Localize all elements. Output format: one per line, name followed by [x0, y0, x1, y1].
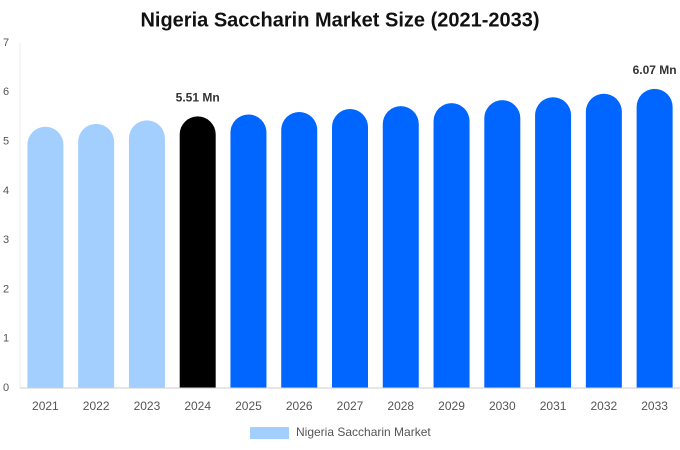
x-tick-label: 2027: [337, 399, 364, 413]
y-tick-label: 0: [3, 382, 9, 394]
y-tick-label: 7: [3, 37, 9, 49]
bar: [179, 116, 216, 388]
x-tick-label: 2023: [134, 399, 161, 413]
bar: [128, 120, 165, 388]
value-label: 5.51 Mn: [176, 91, 220, 105]
bar: [484, 100, 521, 389]
x-tick-label: 2022: [83, 399, 110, 413]
chart-title: Nigeria Saccharin Market Size (2021-2033…: [140, 9, 539, 31]
x-tick-label: 2028: [387, 399, 414, 413]
y-tick-label: 1: [3, 333, 9, 345]
bar: [535, 97, 572, 388]
bar: [78, 123, 115, 389]
y-tick-label: 6: [3, 86, 9, 98]
x-tick-label: 2025: [235, 399, 262, 413]
bar: [433, 103, 470, 388]
bar: [636, 88, 673, 388]
y-tick-label: 3: [3, 234, 9, 246]
x-tick-label: 2021: [32, 399, 59, 413]
x-tick-label: 2033: [641, 399, 668, 413]
bar: [332, 109, 368, 389]
legend-swatch: [250, 427, 289, 439]
y-tick-label: 5: [3, 135, 9, 147]
x-tick-label: 2031: [540, 399, 567, 413]
bar: [230, 114, 267, 389]
bar: [382, 106, 419, 388]
legend-label: Nigeria Saccharin Market: [296, 425, 431, 439]
x-tick-label: 2029: [438, 399, 465, 413]
bar: [27, 126, 64, 388]
bar: [585, 93, 622, 388]
x-tick-label: 2024: [184, 399, 211, 413]
x-tick-label: 2030: [489, 399, 516, 413]
y-tick-label: 2: [3, 283, 9, 295]
x-tick-label: 2032: [590, 399, 617, 413]
x-tick-label: 2026: [286, 399, 313, 413]
y-tick-label: 4: [3, 185, 9, 197]
bar: [281, 112, 318, 388]
value-label: 6.07 Mn: [633, 63, 677, 77]
